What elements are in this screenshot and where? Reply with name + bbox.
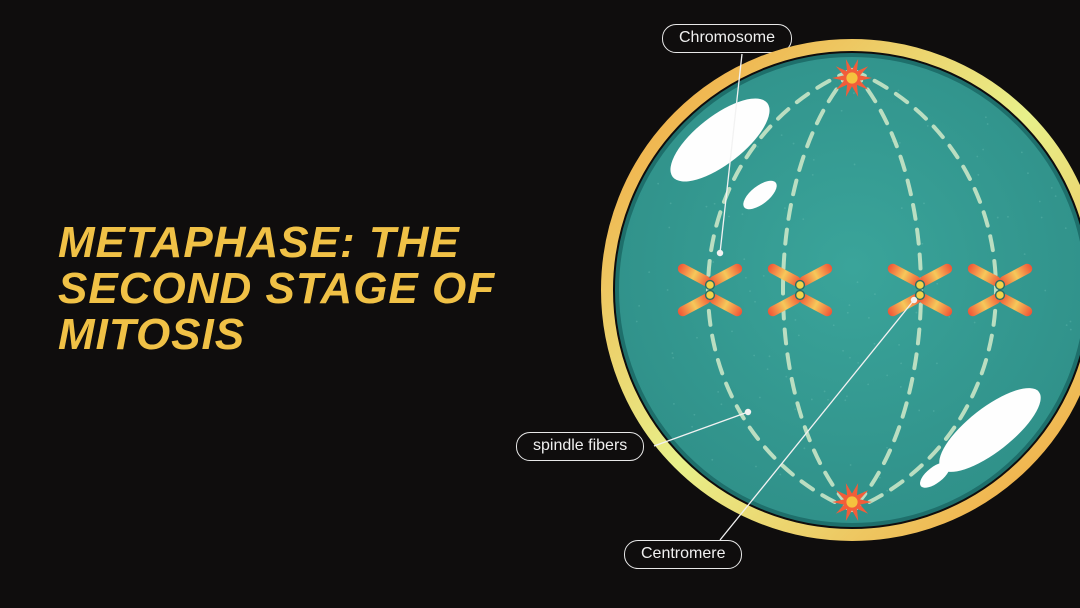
label-spindle-fibers: spindle fibers [516,432,644,461]
gloss-highlight [928,374,1053,485]
spindle-fiber [783,70,852,510]
spindle-fiber [852,70,921,510]
label-chromosome: Chromosome [662,24,792,53]
page-title: METAPHASE: THE SECOND STAGE OF MITOSIS [58,220,538,359]
spindle-fiber [708,70,852,510]
gloss-highlight [916,458,954,493]
leader-line [720,300,914,540]
centrosome-icon [832,59,872,97]
gloss-highlight [658,84,782,196]
leader-dot [745,409,751,415]
chromosome-icon [886,262,954,318]
chromosome-icon [676,262,744,318]
gloss-highlight [739,176,782,215]
label-centromere: Centromere [624,540,742,569]
centrosome-icon [832,483,872,521]
spindle-fiber [852,70,996,510]
chromosome-icon [966,262,1034,318]
leader-dot [717,250,723,256]
chromosome-icon [766,262,834,318]
leader-line [720,54,742,253]
leader-line [654,412,748,446]
leader-dot [911,297,917,303]
